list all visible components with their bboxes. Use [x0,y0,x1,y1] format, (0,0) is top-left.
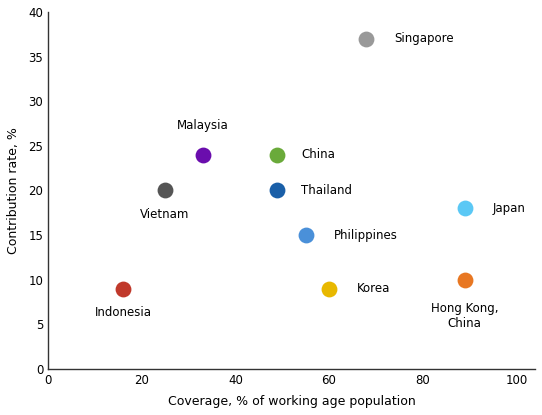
Point [461,205,469,212]
Text: Indonesia: Indonesia [94,306,151,320]
Text: Korea: Korea [357,282,390,295]
Point [273,151,282,158]
Text: Philippines: Philippines [334,229,398,242]
Point [461,276,469,283]
Point [119,285,127,292]
Text: China: China [301,148,335,161]
Y-axis label: Contribution rate, %: Contribution rate, % [7,127,20,254]
Point [301,232,310,238]
X-axis label: Coverage, % of working age population: Coverage, % of working age population [167,395,415,408]
Point [161,187,170,194]
Text: Vietnam: Vietnam [140,208,190,221]
Text: Japan: Japan [493,202,526,215]
Text: Thailand: Thailand [301,184,352,197]
Text: Singapore: Singapore [395,32,454,45]
Point [273,187,282,194]
Text: Hong Kong,
China: Hong Kong, China [431,302,499,330]
Point [362,35,371,42]
Point [198,151,207,158]
Point [325,285,333,292]
Text: Malaysia: Malaysia [177,120,228,132]
